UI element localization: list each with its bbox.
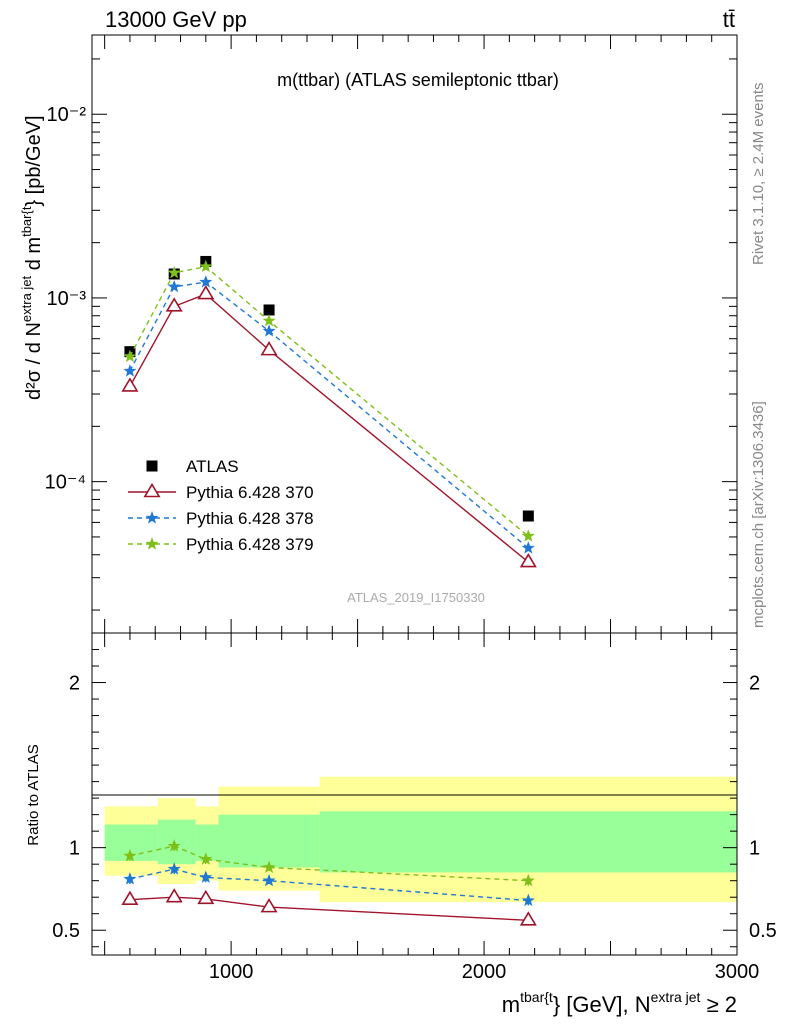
ratio-series-0 <box>121 888 537 926</box>
main-y-axis-title: d²σ / d Nextra jet d mtbar{t} [pb/GeV] <box>19 115 45 400</box>
data-point <box>521 541 535 554</box>
ratio-data-point <box>167 839 181 852</box>
series-3 <box>123 259 535 542</box>
ratio-band-green <box>157 819 196 865</box>
y-title-sup2: tbar{t <box>19 206 34 237</box>
data-point <box>197 284 215 300</box>
ratio-uncertainty-bands <box>104 776 737 903</box>
main-y-tick-label: 10⁻³ <box>47 288 87 310</box>
ratio-data-point <box>519 911 537 926</box>
main-axes: 10⁻⁴ 10⁻³ 10⁻² <box>45 35 738 633</box>
legend-entry: Pythia 6.428 370 <box>128 482 314 502</box>
data-point <box>167 279 181 293</box>
ratio-y-tick-label: 2 <box>69 673 80 695</box>
x-tick-label: 1000 <box>209 961 254 983</box>
ratio-series-line <box>129 845 529 882</box>
data-point <box>263 304 275 316</box>
ratio-data-point <box>199 852 213 865</box>
ratio-y-tick-label-right: 1 <box>749 838 760 860</box>
legend-marker <box>146 460 158 472</box>
x-title-sup1: tbar{t <box>520 989 553 1005</box>
series-2 <box>123 275 535 554</box>
ratio-data-point <box>199 870 213 883</box>
ratio-data-point <box>121 890 139 905</box>
ratio-axes: 0.5 0.5 1 1 2 2 1000 2000 3000 <box>52 633 777 983</box>
main-y-tick-label: 10⁻² <box>47 104 87 126</box>
ratio-y-axis-title: Ratio to ATLAS <box>25 744 42 845</box>
y-title-end: } [pb/GeV] <box>23 115 45 206</box>
ratio-y-tick-label-right: 2 <box>749 673 760 695</box>
analysis-watermark: ATLAS_2019_I1750330 <box>347 590 485 605</box>
data-point <box>260 341 278 356</box>
ratio-data-point <box>262 860 276 873</box>
x-tick-label: 3000 <box>715 961 760 983</box>
data-point <box>522 510 534 522</box>
series-1 <box>121 284 537 568</box>
legend: ATLAS Pythia 6.428 370 Pythia 6.428 378 Pyt… <box>128 457 314 554</box>
x-tick-label: 2000 <box>462 961 507 983</box>
header-left-label: 13000 GeV pp <box>105 7 247 32</box>
ratio-data-point <box>521 873 535 887</box>
data-point <box>199 259 213 273</box>
ratio-plot-frame <box>91 632 738 956</box>
legend-marker <box>145 537 159 550</box>
data-point <box>123 349 137 363</box>
ratio-y-tick-label: 1 <box>69 838 80 860</box>
y-title-sup1: extra jet <box>19 275 34 322</box>
rivet-version-label: Rivet 3.1.10, ≥ 2.4M events <box>750 83 767 266</box>
legend-label: Pythia 6.428 378 <box>186 509 314 528</box>
ratio-series-1 <box>123 862 535 907</box>
ratio-series-2 <box>123 839 535 887</box>
ratio-data-point <box>262 873 276 887</box>
main-panel: 10⁻⁴ 10⁻³ 10⁻² m(ttbar) (ATLAS semileptoni… <box>19 34 738 634</box>
data-point <box>521 529 535 542</box>
ratio-data-point <box>260 898 278 913</box>
main-plot-marks <box>121 255 537 568</box>
data-point <box>199 275 213 288</box>
ratio-band-green <box>195 824 219 861</box>
y-title-main: d²σ / d N <box>23 322 45 400</box>
data-point <box>262 324 276 337</box>
ratio-data-point <box>197 889 215 905</box>
data-point <box>123 364 137 377</box>
data-point <box>167 265 181 279</box>
x-title-sup2: extra jet <box>651 989 701 1005</box>
main-plot-title: m(ttbar) (ATLAS semileptonic ttbar) <box>277 70 559 90</box>
legend-entry: Pythia 6.428 379 <box>128 535 314 554</box>
legend-entry: Pythia 6.428 378 <box>128 509 314 528</box>
legend-marker <box>143 482 161 498</box>
ratio-band-green <box>218 814 320 868</box>
data-point <box>262 314 276 327</box>
x-axis-title: mtbar{t} [GeV], Nextra jet ≥ 2 <box>502 989 737 1017</box>
data-point <box>121 377 139 392</box>
header-right-label: tt̄ <box>723 7 735 32</box>
ratio-y-tick-label: 0.5 <box>52 920 80 942</box>
ratio-data-point <box>123 872 137 885</box>
main-y-tick-label: 10⁻⁴ <box>45 472 86 494</box>
data-point <box>165 297 183 312</box>
mcplots-label: mcplots.cern.ch [arXiv:1306.3436] <box>750 401 767 628</box>
ratio-y-tick-label-right: 0.5 <box>749 920 777 942</box>
data-point <box>519 552 537 568</box>
ratio-panel: 0.5 0.5 1 1 2 2 1000 2000 3000 Ratio to ATLAS <box>25 632 777 983</box>
ratio-data-point <box>167 862 181 875</box>
ratio-data-point <box>123 849 137 862</box>
x-title-end: ≥ 2 <box>700 992 737 1017</box>
x-title-m: m <box>502 992 520 1017</box>
y-title-mid: d m <box>23 237 45 276</box>
legend-entry: ATLAS <box>146 457 239 476</box>
ratio-data-point <box>165 888 183 903</box>
legend-label: Pythia 6.428 379 <box>186 535 314 554</box>
legend-label: ATLAS <box>186 457 239 476</box>
ratio-series-line <box>129 868 529 902</box>
series-0 <box>124 255 534 522</box>
ratio-data-point <box>521 893 535 907</box>
legend-label: Pythia 6.428 370 <box>186 483 314 502</box>
ratio-band-green <box>319 811 737 873</box>
legend-marker <box>145 511 159 524</box>
ratio-plot-marks <box>121 839 537 926</box>
x-title-mid: } [GeV], N <box>553 992 651 1017</box>
